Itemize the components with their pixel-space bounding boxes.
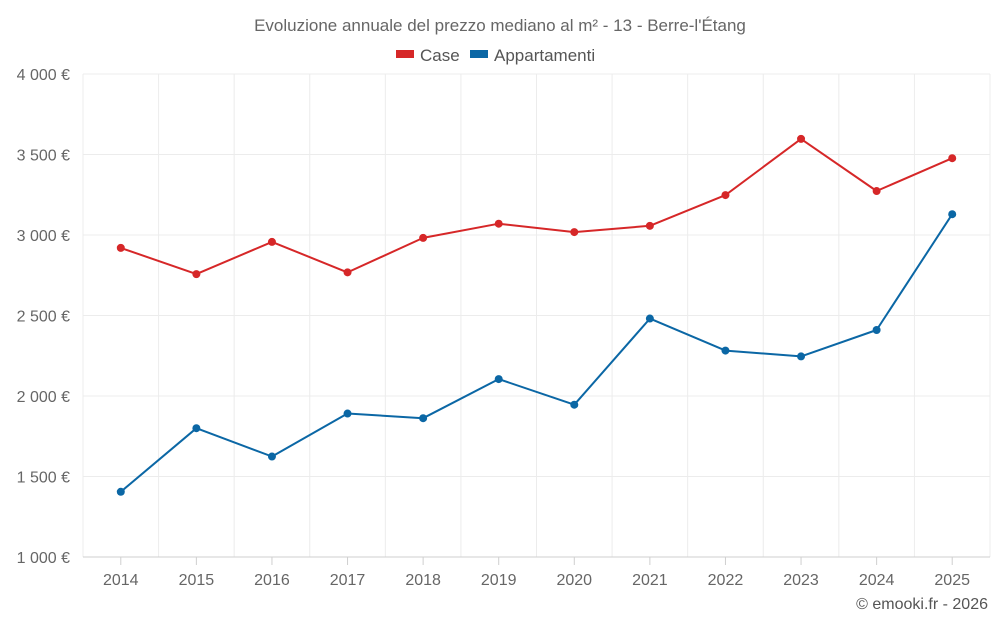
data-point-case[interactable] xyxy=(797,134,806,143)
series-line-case xyxy=(120,137,953,276)
data-point-appartamenti[interactable] xyxy=(570,400,579,409)
grid xyxy=(82,73,991,558)
x-tick-label: 2014 xyxy=(103,572,139,589)
x-tick-label: 2020 xyxy=(556,572,592,589)
y-tick-label: 3 000 € xyxy=(17,228,70,245)
x-tick-label: 2015 xyxy=(179,572,215,589)
x-tick-label: 2022 xyxy=(708,572,744,589)
data-point-appartamenti[interactable] xyxy=(872,325,881,334)
data-point-case[interactable] xyxy=(494,219,503,228)
data-point-case[interactable] xyxy=(343,268,352,277)
x-tick-label: 2017 xyxy=(330,572,366,589)
x-tick-label: 2016 xyxy=(254,572,290,589)
data-point-case[interactable] xyxy=(645,221,654,230)
data-point-case[interactable] xyxy=(116,243,125,252)
y-tick-label: 3 500 € xyxy=(17,148,70,165)
x-tick-label: 2019 xyxy=(481,572,517,589)
series-line-appartamenti xyxy=(120,213,954,493)
x-axis: 2014 2015 2016 2017 2018 2019 2020 2021 2022 2023… xyxy=(83,556,990,589)
y-tick-label: 1 000 € xyxy=(17,550,70,567)
data-point-appartamenti[interactable] xyxy=(419,414,428,423)
data-point-appartamenti[interactable] xyxy=(267,452,276,461)
data-point-appartamenti[interactable] xyxy=(721,346,730,355)
legend-swatch-appartamenti xyxy=(470,50,488,58)
data-point-case[interactable] xyxy=(948,154,957,163)
data-point-case[interactable] xyxy=(267,237,276,246)
legend: Case Appartamenti xyxy=(396,46,595,65)
data-point-case[interactable] xyxy=(192,270,201,279)
x-tick-label: 2021 xyxy=(632,572,668,589)
data-point-appartamenti[interactable] xyxy=(116,487,125,496)
x-tick-label: 2024 xyxy=(859,572,895,589)
legend-label-case[interactable]: Case xyxy=(420,46,460,65)
data-point-case[interactable] xyxy=(419,233,428,242)
data-point-appartamenti[interactable] xyxy=(797,352,806,361)
data-point-appartamenti[interactable] xyxy=(645,314,654,323)
y-tick-label: 2 500 € xyxy=(17,309,70,326)
data-point-case[interactable] xyxy=(570,228,579,237)
data-point-case[interactable] xyxy=(872,187,881,196)
x-tick-label: 2025 xyxy=(934,572,970,589)
y-tick-label: 2 000 € xyxy=(17,389,70,406)
data-point-case[interactable] xyxy=(721,191,730,200)
data-point-appartamenti[interactable] xyxy=(948,210,957,219)
legend-swatch-case xyxy=(396,50,414,58)
series-layer xyxy=(116,134,957,496)
credit-text: © emooki.fr - 2026 xyxy=(856,596,988,613)
legend-label-appartamenti[interactable]: Appartamenti xyxy=(494,46,595,65)
data-point-appartamenti[interactable] xyxy=(494,375,503,384)
x-tick-label: 2023 xyxy=(783,572,819,589)
y-axis: 1 000 € 1 500 € 2 000 € 2 500 € 3 000 € 3 500… xyxy=(17,67,70,567)
y-tick-label: 4 000 € xyxy=(17,67,70,84)
data-point-appartamenti[interactable] xyxy=(343,409,352,418)
y-tick-label: 1 500 € xyxy=(17,470,70,487)
x-tick-label: 2018 xyxy=(405,572,441,589)
data-point-appartamenti[interactable] xyxy=(192,424,201,433)
chart-title: Evoluzione annuale del prezzo mediano al… xyxy=(254,16,746,35)
